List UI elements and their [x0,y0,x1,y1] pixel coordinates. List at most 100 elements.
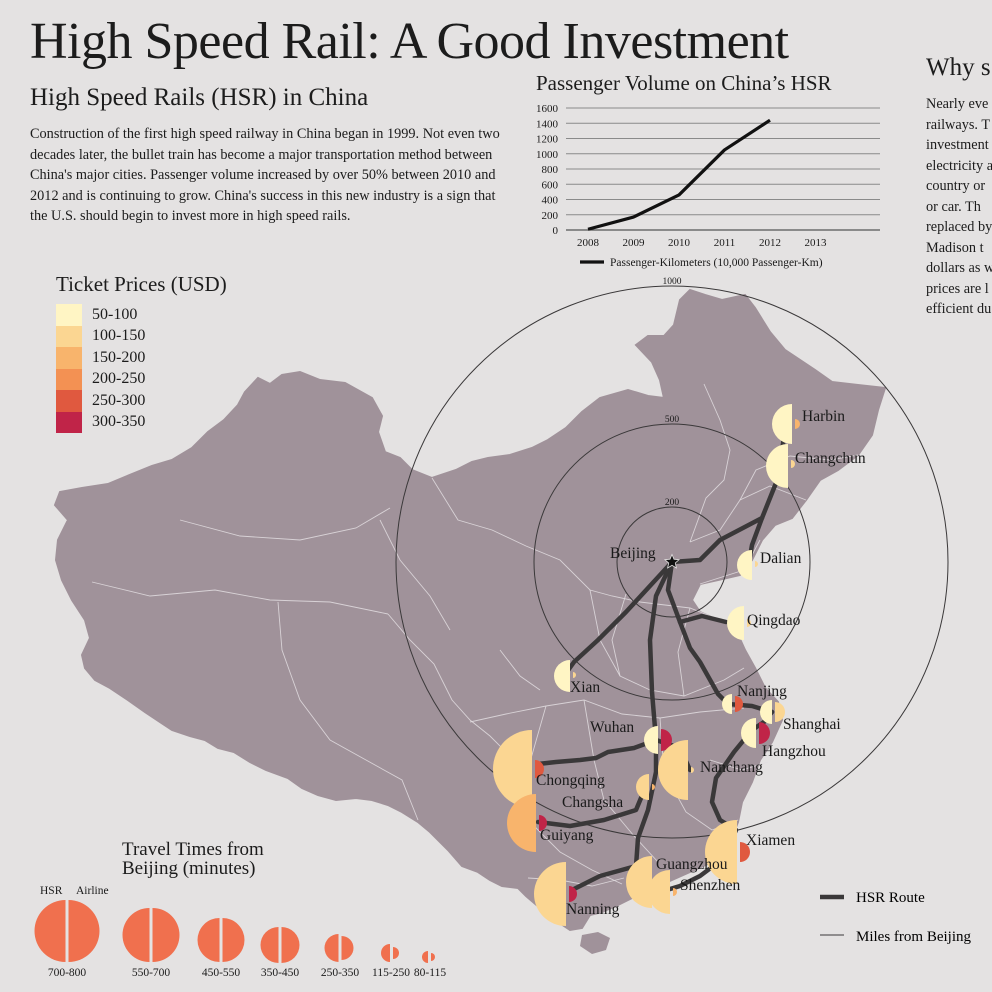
ticket-legend-item: 250-300 [56,390,227,412]
map-legend: HSR Route Miles from Beijing [820,890,971,945]
why-text-line: electricity a [926,157,992,174]
hsr-column-label: HSR [40,885,63,897]
ticket-legend-swatch [56,347,82,369]
travel-title-line: Beijing (minutes) [122,858,256,879]
route-beijing-guangzhou [633,559,675,883]
y-tick-label: 0 [553,225,559,237]
ticket-legend-swatch [56,325,82,347]
ticket-legend-label: 200-250 [92,370,146,388]
ticket-legend-swatch [56,368,82,390]
travel-symbol-550-700 [122,908,180,962]
travel-label: 550-700 [132,967,171,979]
ring-legend-label: Miles from Beijing [856,929,971,945]
why-heading: Why s [926,54,991,81]
y-tick-label: 1400 [536,118,559,130]
ring-200 [616,506,728,618]
why-text-line: Madison t [926,239,984,256]
route-beijing-shanghai [665,559,775,715]
why-text-line: country or [926,178,986,194]
ticket-legend-label: 100-150 [92,327,146,345]
travel-symbol-700-800 [34,900,100,962]
y-tick-label: 800 [542,164,559,176]
city-marker-chongqing [493,730,544,808]
route-changsha-guiyang [535,783,649,829]
route-qingdao-branch [677,613,729,625]
route-wuhan-chongqing [535,737,659,767]
travel-label: 700-800 [48,967,87,979]
travel-label: 350-450 [261,967,300,979]
distance-rings [395,285,949,839]
intro-paragraph: Construction of the first high speed rai… [30,126,500,224]
ticket-legend-label: 150-200 [92,348,146,366]
ticket-price-legend: Ticket Prices (USD) 50-100 100-150 150-200… [56,272,227,433]
city-label-nanchang: Nanchang [700,759,763,776]
city-marker-nanning [534,862,577,926]
y-tick-label: 1200 [536,134,559,146]
why-paragraph: Nearly eve railways. T investment electrici… [926,94,992,320]
x-tick-label: 2010 [668,237,691,249]
city-label-shanghai: Shanghai [783,716,841,733]
ring-1000 [395,285,949,839]
ring-500 [533,423,811,701]
travel-symbol-115-250 [381,944,399,962]
why-text-line: efficient du [926,301,992,317]
why-text-line: Nearly eve [926,96,989,112]
city-marker-wuhan [644,726,672,754]
ticket-legend-title: Ticket Prices (USD) [56,272,227,296]
ticket-legend-item: 100-150 [56,325,227,347]
city-marker-harbin [772,404,800,444]
travel-time-legend-title: Travel Times from Beijing (minutes) [122,840,264,878]
ticket-legend-swatch [56,411,82,433]
route-beijing-xian [561,559,675,679]
city-label-harbin: Harbin [802,408,845,425]
city-label-changchun: Changchun [795,450,866,467]
city-marker-guiyang [507,794,547,852]
city-label-nanning: Nanning [566,901,620,918]
ring-label-200: 200 [665,498,680,508]
why-text-line: replaced by [926,219,992,235]
ticket-legend-label: 50-100 [92,305,138,323]
ticket-legend-label: 250-300 [92,391,146,409]
y-tick-label: 1600 [536,103,559,115]
route-legend-label: HSR Route [856,890,925,906]
city-label-guangzhou: Guangzhou [656,856,728,873]
why-text-line: dollars as w [926,260,992,276]
x-tick-label: 2009 [623,237,646,249]
travel-time-legend: HSR Airline 700-800 550-700 450-550 350-… [34,885,446,979]
y-tick-label: 400 [542,195,559,207]
travel-label: 115-250 [372,967,410,979]
city-marker-nanjing [722,694,743,714]
travel-label: 80-115 [414,967,446,979]
ring-label-1000: 1000 [663,277,682,287]
why-text-line: or car. Th [926,198,981,215]
x-tick-label: 2012 [759,237,781,249]
ticket-legend-swatch [56,304,82,326]
legend-label: Passenger-Kilometers (10,000 Passenger-K… [610,257,823,269]
city-label-xian: Xian [570,679,600,696]
travel-symbol-450-550 [197,918,245,962]
city-label-dalian: Dalian [760,550,802,567]
ticket-legend-item: 50-100 [56,304,227,326]
x-tick-label: 2013 [805,237,828,249]
city-labels: Harbin Changchun Dalian Beijing Qingdao … [536,408,866,918]
travel-symbol-350-450 [260,927,300,963]
route-guangzhou-nanning [569,863,639,893]
why-text-line: prices are l [926,280,989,297]
series-line [587,118,771,231]
city-marker-hangzhou [741,718,770,748]
city-marker-changsha [636,774,655,800]
ticket-price-markers [493,404,800,926]
chart-title: Passenger Volume on China’s HSR [536,71,832,95]
city-marker-xian [554,660,576,692]
travel-label: 450-550 [202,967,241,979]
airline-column-label: Airline [76,885,109,897]
beijing-star-icon [663,553,681,569]
travel-symbol-250-350 [324,934,354,962]
city-label-wuhan: Wuhan [590,719,634,736]
city-label-qingdao: Qingdao [747,612,801,629]
travel-label: 250-350 [321,967,360,979]
city-marker-nanchang [658,740,694,800]
travel-title-line: Travel Times from [122,839,264,860]
y-tick-label: 1000 [536,149,559,161]
city-label-hangzhou: Hangzhou [762,743,826,760]
